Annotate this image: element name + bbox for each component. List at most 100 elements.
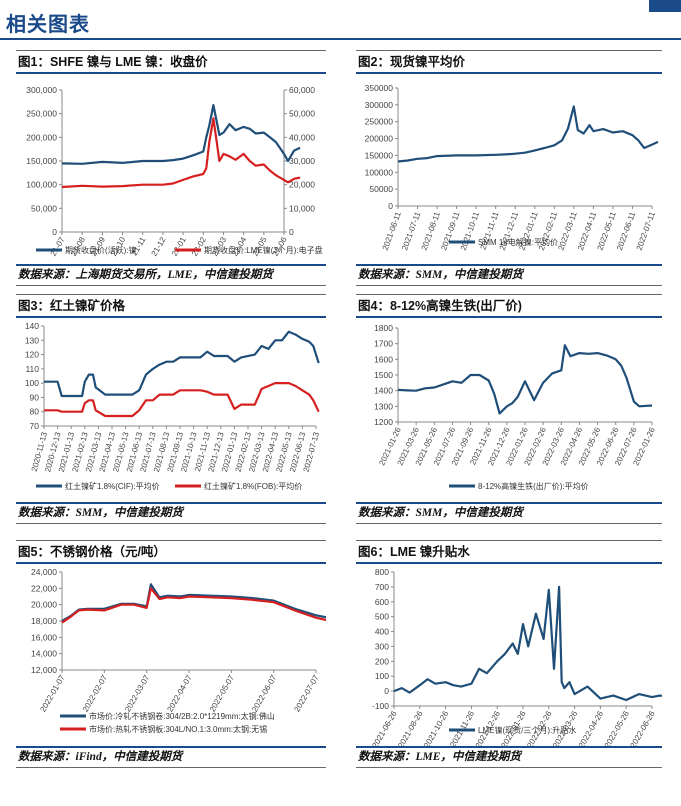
series-line-1 [61, 104, 301, 165]
y-tick-label: 80 [30, 407, 40, 417]
y-tick-label: 150,000 [26, 156, 57, 166]
series-line-2 [61, 117, 301, 189]
x-tick-label: 2022-04-26 [577, 709, 606, 746]
y-tick-label: 200,000 [26, 132, 57, 142]
x-tick-label: 2021-08-11 [420, 210, 442, 251]
y-right-tick-label: 20,000 [289, 180, 315, 190]
chart-title: 图5：不锈钢价格（元/吨） [16, 540, 326, 564]
y-tick-label: 300000 [365, 100, 394, 110]
x-tick-label: 21-12 [150, 235, 168, 258]
y-tick-label: 150000 [365, 150, 394, 160]
y-tick-label: 1300 [374, 401, 393, 411]
y-tick-label: 14,000 [31, 649, 57, 659]
chart-source: 数据来源：SMM，中信建投期货 [356, 502, 662, 524]
y-tick-label: 50000 [369, 184, 393, 194]
chart-title: 图4：8-12%高镍生铁(出厂价) [356, 294, 662, 318]
x-tick-label: 2022-01-07 [38, 673, 67, 713]
x-tick-label: 2022-05-11 [596, 210, 618, 251]
chart-source: 数据来源：SMM，中信建投期货 [356, 264, 662, 286]
y-tick-label: 100 [375, 671, 389, 681]
chart-source: 数据来源：上海期货交易所，LME，中信建投期货 [16, 264, 326, 286]
x-tick-label: 2022-07-11 [635, 210, 657, 251]
y-tick-label: 70 [30, 421, 40, 431]
y-right-tick-label: 50,000 [289, 109, 315, 119]
y-right-tick-label: 60,000 [289, 85, 315, 95]
x-tick-label: 2022-04-11 [576, 210, 598, 251]
y-tick-label: 200 [375, 656, 389, 666]
chart-plot: 0 50,000 100,000 150,000 200,000 250,000 300,0… [26, 85, 322, 258]
series-line-1 [397, 344, 653, 415]
series-line-2 [61, 587, 326, 624]
y-tick-label: 90 [30, 392, 40, 402]
x-tick-label: 2022-07-07 [292, 673, 321, 713]
x-tick-label: 2022-05-26 [603, 709, 632, 746]
y-tick-label: 300,000 [26, 85, 57, 95]
y-tick-label: 400 [375, 627, 389, 637]
chart-source: 数据来源：SMM，中信建投期货 [16, 502, 326, 524]
legend-label: 红土镍矿1.8%(FOB):平均价 [204, 481, 302, 491]
page-title: 相关图表 [6, 14, 90, 36]
series-line-1 [44, 330, 320, 398]
chart-plot: 12,000 14,000 16,000 18,000 20,000 22,000 24,0… [31, 567, 326, 734]
chart-panel-6: 图6：LME 镍升贴水 -100 0 100 200 300 400 500 600 700 80… [356, 540, 662, 770]
y-tick-label: 12,000 [31, 665, 57, 675]
chart-plot: 12001300140015001600170018002021-01-2620… [374, 323, 657, 491]
y-tick-label: 110 [25, 364, 39, 374]
y-tick-label: 20,000 [31, 600, 57, 610]
legend-label: 期货收盘价(活跃):镍 [65, 245, 137, 255]
series-line-1 [397, 105, 659, 163]
x-tick-label: 2021-07-11 [400, 210, 422, 251]
y-tick-label: 200000 [365, 134, 394, 144]
y-tick-label: 16,000 [31, 632, 57, 642]
y-right-tick-label: 0 [289, 227, 294, 237]
chart-panel-4: 图4：8-12%高镍生铁(出厂价) 1200 1300 1400 1500 1600 17… [356, 294, 662, 526]
y-tick-label: 100000 [365, 167, 394, 177]
chart-panel-3: 图3：红土镍矿价格 70 80 90 100 110 120 130 140 2020-11-1… [16, 294, 326, 526]
x-tick-label: 2021-10-26 [422, 709, 451, 746]
y-right-tick-label: 40,000 [289, 132, 315, 142]
legend-label: LME镍(现货/三个月):升贴水 [478, 725, 576, 735]
x-tick-label: 2022-06-11 [615, 210, 637, 251]
legend-label: 市场价:冷轧不锈钢卷:304/2B:2.0*1219mm:太钢:佛山 [89, 711, 275, 721]
chart-panel-2: 图2：现货镍平均价 0 50000 100000 150000 200000 250000… [356, 50, 662, 288]
x-tick-label: 2022-03-07 [123, 673, 152, 713]
y-tick-label: -100 [372, 701, 389, 711]
y-tick-label: 250,000 [26, 109, 57, 119]
x-tick-label: 2021-09-11 [439, 210, 461, 251]
chart-source: 数据来源：iFind，中信建投期货 [16, 746, 326, 768]
y-tick-label: 500 [375, 612, 389, 622]
y-tick-label: 0 [384, 686, 389, 696]
chart-title: 图6：LME 镍升贴水 [356, 540, 662, 564]
y-tick-label: 50,000 [31, 203, 57, 213]
y-tick-label: 1600 [374, 354, 393, 364]
y-tick-label: 600 [375, 597, 389, 607]
series-line-1 [61, 583, 326, 622]
x-tick-label: 2022-05-07 [208, 673, 237, 713]
header-corner-bar [649, 0, 681, 12]
x-tick-label: 22-01 [170, 235, 188, 258]
chart-panel-5: 图5：不锈钢价格（元/吨） 12,000 14,000 16,000 18,000 20… [16, 540, 326, 770]
x-tick-label: 2021-06-26 [370, 709, 399, 746]
chart-source: 数据来源：LME，中信建投期货 [356, 746, 662, 768]
legend-label: 市场价:热轧不锈钢板:304L/NO.1:3.0mm:太钢:无锡 [89, 724, 267, 734]
y-tick-label: 700 [375, 582, 389, 592]
x-tick-label: 2022-06-07 [250, 673, 279, 713]
header-divider [0, 38, 681, 40]
y-tick-label: 100,000 [26, 180, 57, 190]
y-tick-label: 0 [388, 201, 393, 211]
y-tick-label: 130 [25, 335, 39, 345]
y-tick-label: 350000 [365, 83, 394, 93]
y-tick-label: 1500 [374, 370, 393, 380]
y-tick-label: 250000 [365, 117, 394, 127]
y-tick-label: 18,000 [31, 616, 57, 626]
legend-label: 红土镍矿1.8%(CIF):平均价 [65, 481, 160, 491]
y-tick-label: 140 [25, 321, 39, 331]
x-tick-label: 2021-06-11 [381, 210, 403, 251]
series-line-2 [44, 381, 320, 418]
chart-title: 图3：红土镍矿价格 [16, 294, 326, 318]
y-tick-label: 1700 [374, 339, 393, 349]
x-tick-label: 2021-08-26 [396, 709, 425, 746]
y-right-tick-label: 30,000 [289, 156, 315, 166]
y-tick-label: 800 [375, 567, 389, 577]
y-tick-label: 1200 [374, 417, 393, 427]
